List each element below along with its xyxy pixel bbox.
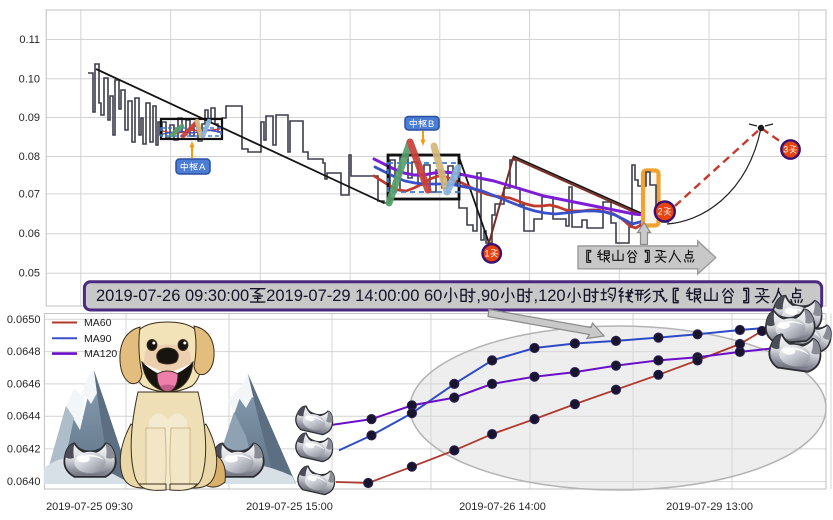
svg-text:,120: ,120 <box>534 287 566 305</box>
svg-text:2019-07-25 09:30: 2019-07-25 09:30 <box>46 501 133 513</box>
svg-text:2019-07-26 14:00: 2019-07-26 14:00 <box>459 501 546 513</box>
svg-text:0.05: 0.05 <box>19 268 40 280</box>
svg-text:B: B <box>428 119 434 130</box>
svg-text:MA120: MA120 <box>84 348 117 360</box>
svg-text:0.0646: 0.0646 <box>7 378 41 390</box>
svg-text:0.0640: 0.0640 <box>7 476 41 488</box>
svg-text:2019-07-26 09:30:00: 2019-07-26 09:30:00 <box>96 287 249 305</box>
svg-text:0.10: 0.10 <box>19 73 40 85</box>
svg-text:MA90: MA90 <box>84 333 112 345</box>
svg-text:0.0650: 0.0650 <box>7 314 41 326</box>
svg-text:MA60: MA60 <box>84 317 112 329</box>
svg-text:0.11: 0.11 <box>19 34 40 46</box>
svg-text:1: 1 <box>485 249 490 259</box>
svg-text:0.09: 0.09 <box>19 112 40 124</box>
svg-text:2019-07-29 13:00: 2019-07-29 13:00 <box>666 501 753 513</box>
svg-text:0.0642: 0.0642 <box>7 443 41 455</box>
svg-text:0.06: 0.06 <box>19 228 40 240</box>
svg-text:2019-07-29 14:00:00 60: 2019-07-29 14:00:00 60 <box>266 287 442 305</box>
svg-text:2019-07-25 15:00: 2019-07-25 15:00 <box>246 501 333 513</box>
svg-text:0.08: 0.08 <box>19 151 40 163</box>
svg-text:A: A <box>199 162 206 173</box>
svg-text:2: 2 <box>658 207 663 217</box>
svg-text:0.0648: 0.0648 <box>7 346 41 358</box>
svg-text:,90: ,90 <box>476 287 499 305</box>
svg-text:0.0644: 0.0644 <box>7 411 41 423</box>
svg-text:0.07: 0.07 <box>19 188 40 200</box>
svg-text:3: 3 <box>783 145 788 155</box>
